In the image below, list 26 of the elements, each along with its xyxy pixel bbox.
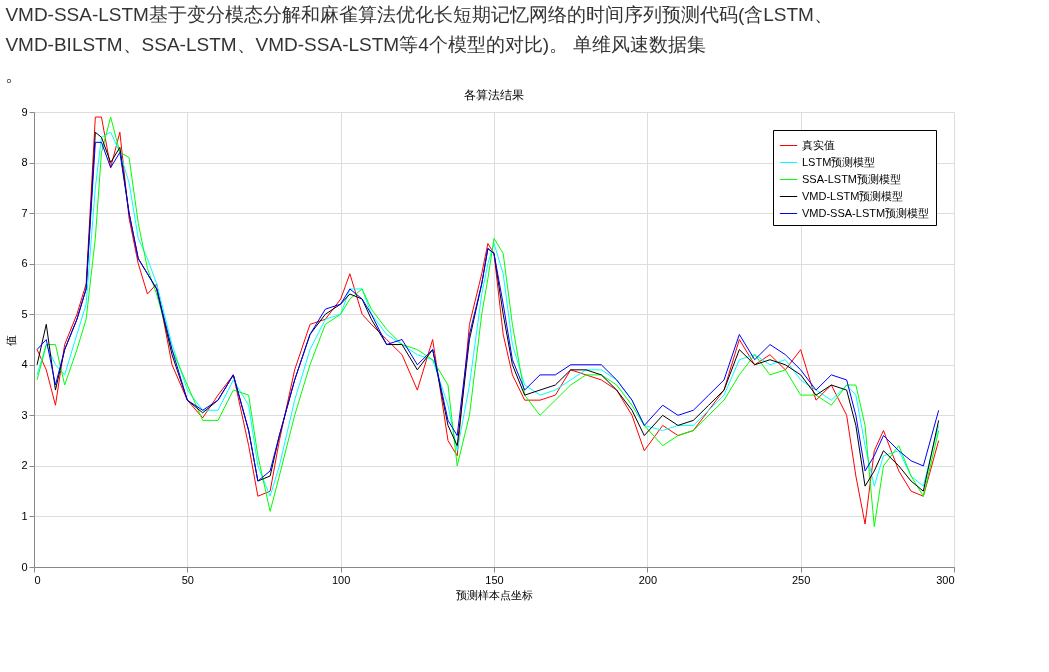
legend-label: VMD-SSA-LSTM预测模型 xyxy=(802,206,930,219)
y-tick-label: 0 xyxy=(21,560,28,573)
y-axis-title: 值 xyxy=(5,334,18,346)
legend-label: VMD-LSTM预测模型 xyxy=(802,189,904,202)
x-tick-label: 150 xyxy=(485,573,504,586)
y-tick-label: 5 xyxy=(21,307,28,320)
y-tick-label: 4 xyxy=(21,358,28,371)
x-axis-title: 预测样本点坐标 xyxy=(456,588,533,601)
x-tick-label: 200 xyxy=(638,573,658,586)
y-tick-label: 7 xyxy=(21,206,28,219)
y-tick-label: 8 xyxy=(21,156,28,169)
y-tick-label: 2 xyxy=(21,459,28,472)
y-tick-label: 9 xyxy=(21,105,28,118)
y-tick-label: 1 xyxy=(21,509,28,522)
legend-label: LSTM预测模型 xyxy=(802,155,876,168)
x-tick-label: 100 xyxy=(331,573,351,586)
y-tick-label: 6 xyxy=(21,257,28,270)
x-tick-label: 50 xyxy=(181,573,194,586)
legend-label: 真实值 xyxy=(802,138,835,151)
x-tick-label: 250 xyxy=(791,573,811,586)
x-tick-label: 300 xyxy=(936,573,955,586)
y-tick-label: 3 xyxy=(21,408,28,421)
chart-title: 各算法结果 xyxy=(464,88,524,102)
x-tick-label: 0 xyxy=(34,573,41,586)
legend-label: SSA-LSTM预测模型 xyxy=(802,172,902,185)
text: VMD-SSA-LSTM基于变分模态分解和麻雀算法优化长短期记忆网络的时间序列预测代码(含LSTM、VMD-BILSTM、SSA-LSTM、VMD-SSA-LSTM等4个模型的对比)。 单维风速数据集。 xyxy=(5,3,833,85)
